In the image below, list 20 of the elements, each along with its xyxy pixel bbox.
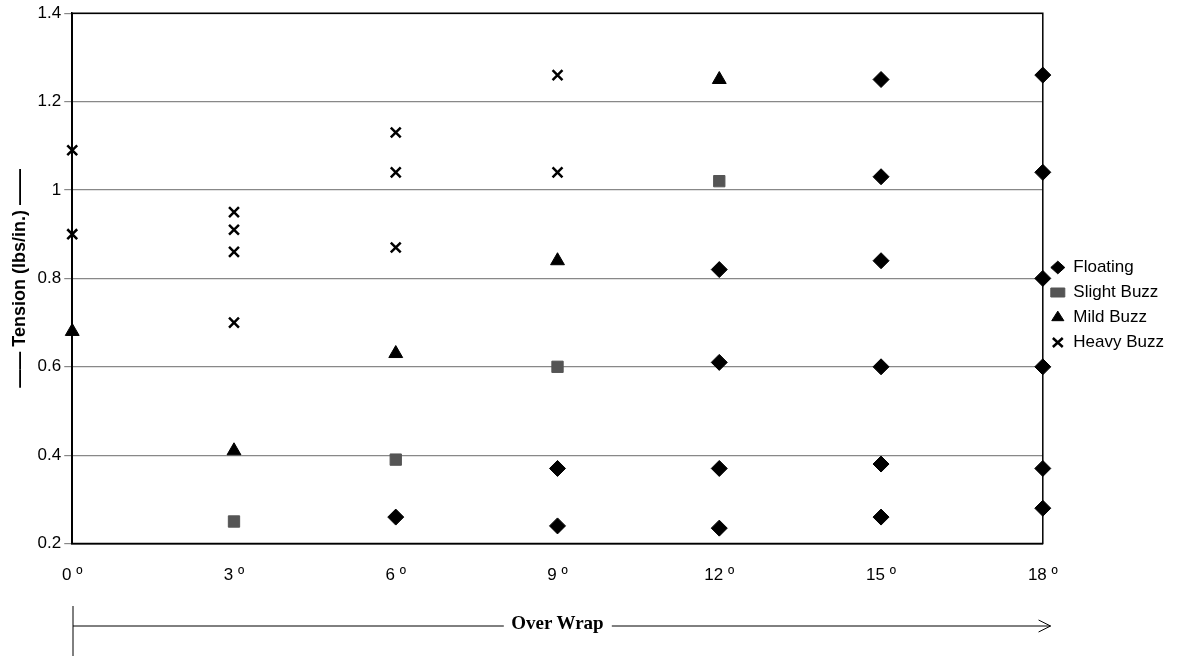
- y-tick-label: 1: [51, 179, 62, 199]
- y-tick-label: 0.2: [37, 533, 62, 553]
- y-axis-title: —— Tension (lbs/in.) ——: [8, 169, 29, 388]
- x-tick-label: 15 º: [866, 565, 896, 585]
- x-tick-label: 9 º: [547, 565, 568, 585]
- x-tick-label: 3 º: [223, 565, 245, 585]
- x-tick-label: 12 º: [704, 565, 735, 585]
- x-tick-label: 6 º: [385, 565, 406, 585]
- legend-label: Mild Buzz: [1073, 307, 1147, 327]
- x-tick-label: 0 º: [62, 565, 83, 585]
- y-tick-label: 0.4: [37, 444, 62, 464]
- legend-label: Slight Buzz: [1073, 282, 1159, 302]
- legend-label: Floating: [1073, 257, 1134, 277]
- legend-label: Heavy Buzz: [1073, 332, 1164, 352]
- y-tick-label: 1.4: [37, 2, 62, 22]
- x-tick-label: 18 º: [1027, 565, 1058, 585]
- y-tick-label: 1.2: [37, 91, 62, 111]
- y-tick-label: 0.8: [37, 268, 62, 288]
- y-tick-label: 0.6: [37, 356, 62, 376]
- x-axis-title: Over Wrap: [503, 612, 612, 634]
